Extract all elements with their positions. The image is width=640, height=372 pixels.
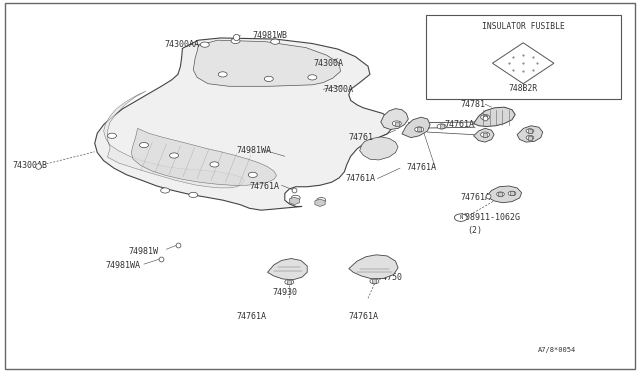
Text: 74930: 74930 xyxy=(272,288,297,296)
Polygon shape xyxy=(193,40,340,86)
Polygon shape xyxy=(268,259,307,280)
Text: 74300A: 74300A xyxy=(314,59,344,68)
Text: 74761A: 74761A xyxy=(445,120,475,129)
Polygon shape xyxy=(381,109,408,129)
Circle shape xyxy=(210,162,219,167)
Circle shape xyxy=(370,279,379,284)
Text: 74750: 74750 xyxy=(378,273,403,282)
Circle shape xyxy=(218,72,227,77)
Polygon shape xyxy=(349,255,398,279)
Circle shape xyxy=(317,198,326,203)
Circle shape xyxy=(526,129,534,133)
Polygon shape xyxy=(289,197,300,205)
Circle shape xyxy=(291,195,300,201)
Circle shape xyxy=(161,188,170,193)
Text: 74981WA: 74981WA xyxy=(237,146,272,155)
Text: N: N xyxy=(459,215,463,220)
Circle shape xyxy=(264,76,273,81)
Circle shape xyxy=(526,135,534,140)
Circle shape xyxy=(308,75,317,80)
Text: 74761A: 74761A xyxy=(250,182,280,190)
Circle shape xyxy=(108,133,116,138)
Text: 74761A: 74761A xyxy=(461,193,491,202)
Circle shape xyxy=(392,121,401,126)
Text: 74882R: 74882R xyxy=(509,84,538,93)
Polygon shape xyxy=(95,38,394,210)
Circle shape xyxy=(437,124,446,129)
Polygon shape xyxy=(474,128,494,142)
Circle shape xyxy=(508,191,516,196)
Text: 74761: 74761 xyxy=(349,133,374,142)
Circle shape xyxy=(454,214,467,221)
Circle shape xyxy=(285,279,294,285)
Circle shape xyxy=(231,38,240,44)
Text: A7/8*0054: A7/8*0054 xyxy=(538,347,576,353)
Polygon shape xyxy=(517,126,543,142)
Text: 74981W: 74981W xyxy=(128,247,158,256)
Text: 74300A: 74300A xyxy=(323,85,353,94)
Bar xyxy=(426,15,621,99)
Circle shape xyxy=(200,42,209,47)
Polygon shape xyxy=(474,107,515,126)
Circle shape xyxy=(170,153,179,158)
Polygon shape xyxy=(315,199,325,206)
Text: (2): (2) xyxy=(467,226,482,235)
Text: N08911-1062G: N08911-1062G xyxy=(461,213,521,222)
Text: INSULATOR FUSIBLE: INSULATOR FUSIBLE xyxy=(482,22,564,31)
Circle shape xyxy=(481,115,490,120)
Text: 74761A: 74761A xyxy=(349,312,379,321)
Circle shape xyxy=(497,192,504,196)
Text: 74300AA: 74300AA xyxy=(165,40,200,49)
Text: 74981WA: 74981WA xyxy=(106,262,141,270)
Polygon shape xyxy=(360,137,398,160)
Polygon shape xyxy=(104,91,244,188)
Text: 74981WB: 74981WB xyxy=(253,31,288,40)
Polygon shape xyxy=(402,117,430,138)
Text: 74761A: 74761A xyxy=(346,174,376,183)
Text: 74781: 74781 xyxy=(461,100,486,109)
Circle shape xyxy=(271,39,280,44)
Text: 74300AB: 74300AB xyxy=(13,161,48,170)
Text: 74761A: 74761A xyxy=(406,163,436,172)
Polygon shape xyxy=(486,186,522,203)
Circle shape xyxy=(248,172,257,177)
Circle shape xyxy=(140,142,148,148)
Circle shape xyxy=(415,127,424,132)
Polygon shape xyxy=(131,128,276,185)
Circle shape xyxy=(189,192,198,198)
Text: 74761A: 74761A xyxy=(237,312,267,321)
Circle shape xyxy=(481,132,490,137)
